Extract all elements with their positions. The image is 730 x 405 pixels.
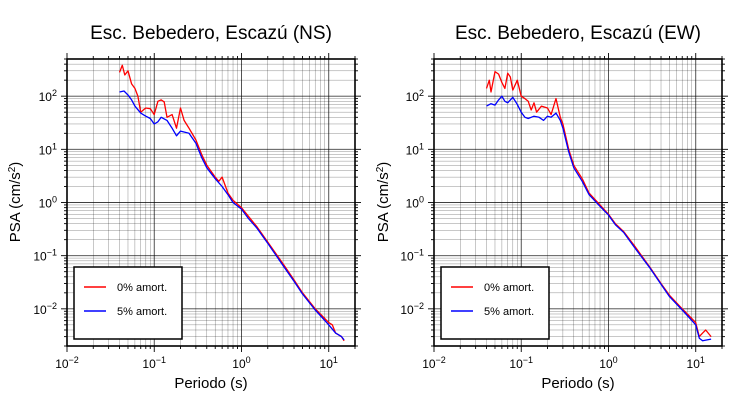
x-axis-label: Periodo (s) xyxy=(541,375,614,392)
x-tick-label: 101 xyxy=(320,355,338,371)
series-line-5pct xyxy=(486,95,712,342)
legend-label-0pct: 0% amort. xyxy=(484,282,534,294)
y-tick-label: 10−2 xyxy=(33,301,57,317)
y-tick-label: 10−2 xyxy=(400,301,424,317)
chart-title: Esc. Bebedero, Escazú (NS) xyxy=(90,23,332,44)
y-axis-label: PSA (cm/s2) xyxy=(375,162,393,243)
y-tick-label: 10−1 xyxy=(400,248,424,264)
x-tick-label: 10−1 xyxy=(142,355,166,371)
y-tick-label: 102 xyxy=(406,88,424,104)
x-tick-label: 10−2 xyxy=(55,355,79,371)
legend-label-5pct: 5% amort. xyxy=(117,306,167,318)
y-tick-label: 10−1 xyxy=(33,248,57,264)
chart-panel-ns: Esc. Bebedero, Escazú (NS) 10−2 10−1 100 10… xyxy=(7,23,361,392)
y-tick-label: 101 xyxy=(39,141,57,157)
chart-title: Esc. Bebedero, Escazú (EW) xyxy=(455,23,701,44)
y-tick-label: 101 xyxy=(406,141,424,157)
x-tick-label: 10−2 xyxy=(422,355,446,371)
legend-label-0pct: 0% amort. xyxy=(117,282,167,294)
x-tick-label: 100 xyxy=(232,355,250,371)
legend-box xyxy=(73,266,183,340)
series-line-5pct xyxy=(119,90,345,341)
x-tick-label: 100 xyxy=(599,355,617,371)
y-tick-label: 102 xyxy=(39,88,57,104)
y-tick-label: 100 xyxy=(406,195,424,211)
y-axis-label: PSA (cm/s2) xyxy=(7,162,25,243)
series-line-0pct xyxy=(485,70,712,338)
chart-panel-ew: Esc. Bebedero, Escazú (EW) 10−2 10−1 100 10… xyxy=(375,23,728,392)
legend: 0% amort. 5% amort. xyxy=(440,266,550,340)
legend: 0% amort. 5% amort. xyxy=(73,266,183,340)
x-tick-label: 101 xyxy=(687,355,705,371)
x-axis-label: Periodo (s) xyxy=(174,375,247,392)
x-tick-label: 10−1 xyxy=(509,355,533,371)
legend-label-5pct: 5% amort. xyxy=(484,306,534,318)
legend-box xyxy=(440,266,550,340)
y-tick-label: 100 xyxy=(39,195,57,211)
